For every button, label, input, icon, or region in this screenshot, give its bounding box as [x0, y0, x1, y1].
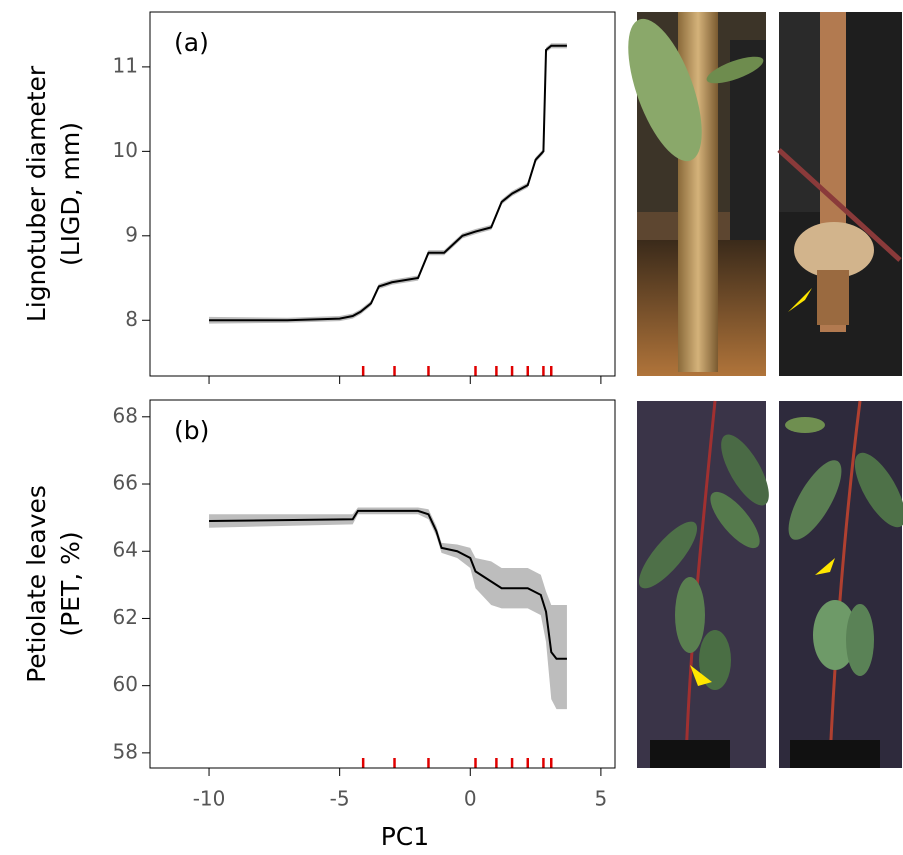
line: [209, 44, 567, 322]
y-axis-label: (LIGD, mm): [56, 122, 85, 266]
photo-panel-b1: [637, 400, 769, 768]
confidence-band: [209, 43, 567, 324]
y-tick-label: 9: [125, 222, 138, 246]
x-axis-label: PC1: [381, 822, 429, 851]
y-axis-label: (PET, %): [56, 531, 85, 636]
photo-panel-a1: [628, 12, 766, 376]
confidence-band: [209, 507, 567, 710]
panel-label: (a): [174, 28, 209, 57]
plot-frame: [149, 399, 616, 769]
y-tick-label: 60: [113, 672, 138, 696]
y-tick-label: 62: [113, 605, 138, 629]
y-axis-label: Lignotuber diameter: [22, 65, 51, 322]
x-tick-label: 0: [464, 787, 477, 811]
y-tick-label: 58: [113, 739, 138, 763]
panel-label: (b): [174, 416, 209, 445]
y-tick-label: 8: [125, 307, 138, 331]
x-tick-label: 5: [595, 787, 608, 811]
y-axis-label: Petiolate leaves: [22, 485, 51, 683]
y-tick-label: 68: [113, 403, 138, 427]
x-tick-label: -10: [193, 787, 226, 811]
line: [209, 509, 567, 660]
y-tick-label: 10: [113, 138, 138, 162]
photo-panel-a2: [777, 12, 902, 376]
y-tick-label: 64: [113, 538, 138, 562]
x-tick-label: -5: [330, 787, 350, 811]
y-tick-label: 11: [113, 53, 138, 77]
y-tick-label: 66: [113, 471, 138, 495]
photo-panel-b2: [779, 400, 903, 768]
